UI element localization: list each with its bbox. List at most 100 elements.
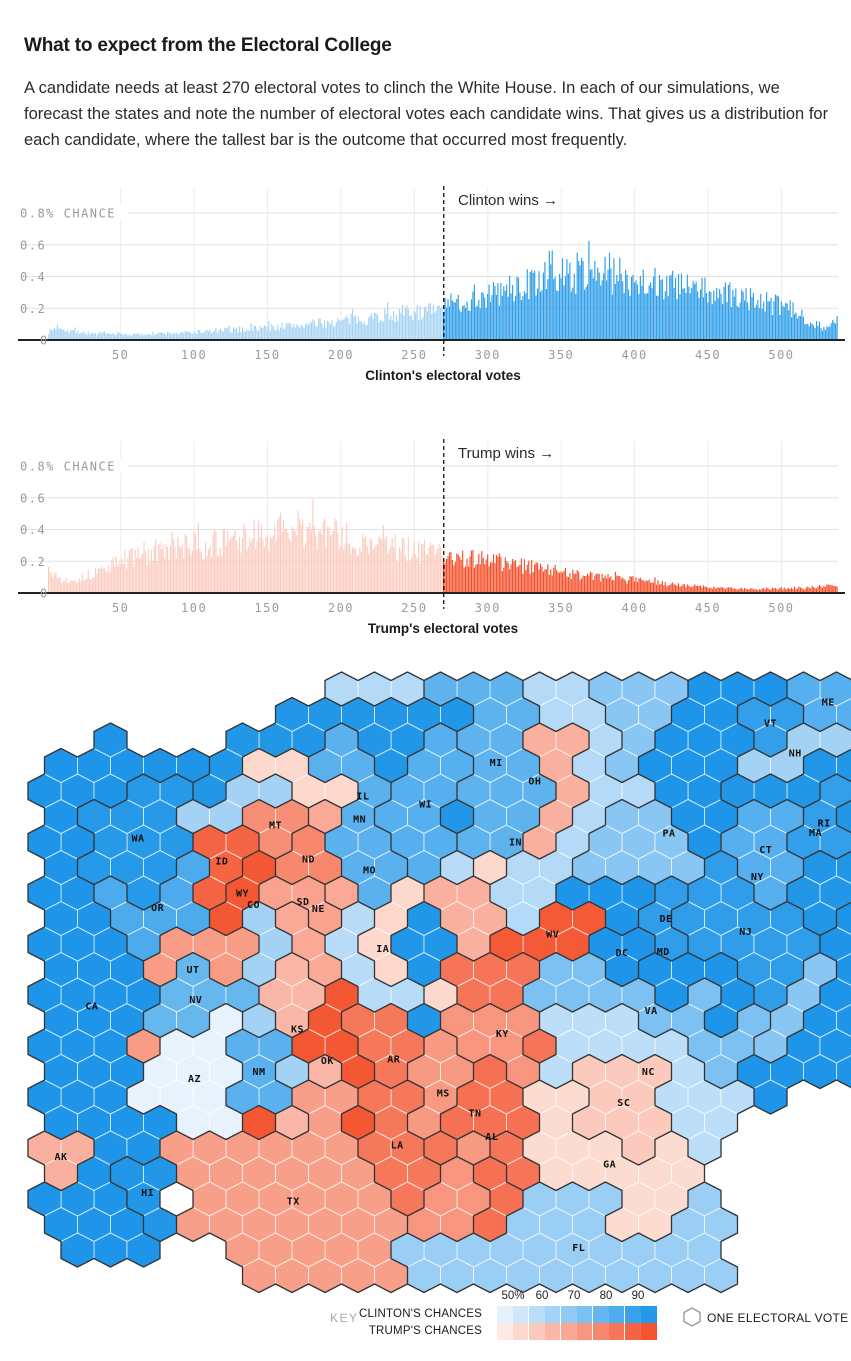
clinton-scale-swatch: [513, 1306, 529, 1323]
state-label-LA: LA: [391, 1140, 404, 1151]
state-label-NH: NH: [789, 748, 802, 759]
state-label-TX: TX: [287, 1197, 300, 1208]
svg-text:150: 150: [254, 348, 280, 362]
svg-text:0.6: 0.6: [20, 238, 46, 252]
trump-scale-swatch: [577, 1323, 593, 1340]
state-label-MO: MO: [363, 866, 376, 877]
one-electoral-vote-label: ONE ELECTORAL VOTE: [707, 1311, 849, 1325]
state-label-FL: FL: [572, 1243, 585, 1254]
state-label-KS: KS: [291, 1025, 304, 1036]
trump-color-scale: [497, 1323, 657, 1340]
clinton-wins-annotation: Clinton wins →: [458, 192, 559, 209]
trump-axis-title: Trump's electoral votes: [367, 621, 519, 636]
state-label-CA: CA: [85, 1002, 98, 1013]
clinton-chances-label: CLINTON'S CHANCES: [359, 1308, 482, 1320]
svg-text:0.4: 0.4: [20, 523, 46, 537]
state-label-TN: TN: [468, 1109, 481, 1120]
state-label-DE: DE: [659, 914, 672, 925]
state-label-ID: ID: [215, 857, 228, 868]
trump-chances-label: TRUMP'S CHANCES: [368, 1325, 482, 1337]
clinton-scale-swatch: [529, 1306, 545, 1323]
trump-scale-swatch: [529, 1323, 545, 1340]
clinton-scale-swatch: [561, 1306, 577, 1323]
clinton-scale-swatch: [609, 1306, 625, 1323]
trump-histogram: 0.8% CHANCE 0.6 0.4 0.2 0 50 100 150 200 250 300 35…: [16, 439, 845, 615]
svg-text:0: 0: [40, 334, 49, 348]
svg-text:350: 350: [548, 348, 574, 362]
svg-text:450: 450: [695, 348, 721, 362]
state-label-KY: KY: [496, 1029, 509, 1040]
svg-text:200: 200: [328, 348, 354, 362]
clinton-scale-swatch: [497, 1306, 513, 1323]
state-label-WY: WY: [236, 889, 249, 900]
state-label-MS: MS: [437, 1088, 450, 1099]
state-label-UT: UT: [186, 965, 199, 976]
clinton-color-scale: [497, 1306, 657, 1323]
state-label-AR: AR: [387, 1054, 401, 1065]
legend-color-scale: [497, 1306, 657, 1340]
state-label-MA: MA: [809, 828, 822, 839]
svg-text:500: 500: [768, 348, 794, 362]
scale-tick-label: 50%: [501, 1290, 525, 1302]
state-label-CO: CO: [247, 900, 260, 911]
svg-text:200: 200: [328, 601, 354, 615]
state-label-CT: CT: [759, 845, 772, 856]
trump-scale-swatch: [625, 1323, 641, 1340]
clinton-histogram: 0.8% CHANCE 0.6 0.4 0.2 0 50 100 150 200 250 300 35…: [16, 186, 845, 362]
state-label-NJ: NJ: [739, 927, 752, 938]
state-label-ME: ME: [822, 697, 835, 708]
svg-text:400: 400: [622, 348, 648, 362]
scale-tick-label: 90: [631, 1290, 645, 1302]
state-label-DC: DC: [615, 948, 628, 959]
legend-key-label: KEY: [330, 1311, 359, 1325]
clinton-scale-swatch: [545, 1306, 561, 1323]
svg-text:500: 500: [768, 601, 794, 615]
svg-text:0.4: 0.4: [20, 270, 46, 284]
svg-text:100: 100: [181, 348, 207, 362]
state-label-RI: RI: [818, 818, 831, 829]
state-label-NC: NC: [642, 1067, 655, 1078]
state-label-MI: MI: [490, 758, 503, 769]
state-label-NV: NV: [189, 995, 202, 1006]
trump-scale-swatch: [545, 1323, 561, 1340]
state-label-WA: WA: [131, 833, 144, 844]
state-label-IA: IA: [376, 944, 389, 955]
svg-text:0.8% CHANCE: 0.8% CHANCE: [20, 207, 116, 221]
svg-text:0.2: 0.2: [20, 302, 46, 316]
trump-scale-swatch: [513, 1323, 529, 1340]
state-label-SC: SC: [617, 1098, 630, 1109]
trump-wins-annotation: Trump wins →: [458, 445, 555, 462]
state-label-NY: NY: [751, 872, 764, 883]
state-label-OK: OK: [321, 1056, 334, 1067]
state-label-GA: GA: [603, 1159, 616, 1170]
state-label-WI: WI: [419, 799, 432, 810]
page-title: What to expect from the Electoral Colleg…: [24, 34, 392, 56]
hexagon-icon: [683, 1307, 701, 1327]
svg-text:400: 400: [622, 601, 648, 615]
state-label-OH: OH: [528, 777, 541, 788]
legend-scale-ticks: 50% 60 70 80 90: [497, 1290, 667, 1304]
state-label-VA: VA: [645, 1006, 658, 1017]
state-label-WV: WV: [546, 929, 559, 940]
svg-text:50: 50: [112, 348, 129, 362]
svg-text:300: 300: [475, 348, 501, 362]
svg-text:250: 250: [401, 348, 427, 362]
state-label-MD: MD: [657, 947, 670, 958]
state-label-ND: ND: [302, 855, 315, 866]
clinton-axis-title: Clinton's electoral votes: [365, 368, 521, 383]
state-label-MT: MT: [269, 821, 282, 832]
state-label-NE: NE: [312, 904, 325, 915]
scale-tick-label: 60: [535, 1290, 549, 1302]
svg-text:0.8% CHANCE: 0.8% CHANCE: [20, 460, 116, 474]
clinton-scale-swatch: [593, 1306, 609, 1323]
svg-text:250: 250: [401, 601, 427, 615]
trump-scale-swatch: [497, 1323, 513, 1340]
state-label-VT: VT: [764, 719, 777, 730]
trump-scale-swatch: [593, 1323, 609, 1340]
state-label-AL: AL: [485, 1132, 498, 1143]
scale-tick-label: 80: [599, 1290, 613, 1302]
intro-paragraph: A candidate needs at least 270 electoral…: [24, 78, 829, 149]
state-label-IL: IL: [356, 792, 369, 803]
